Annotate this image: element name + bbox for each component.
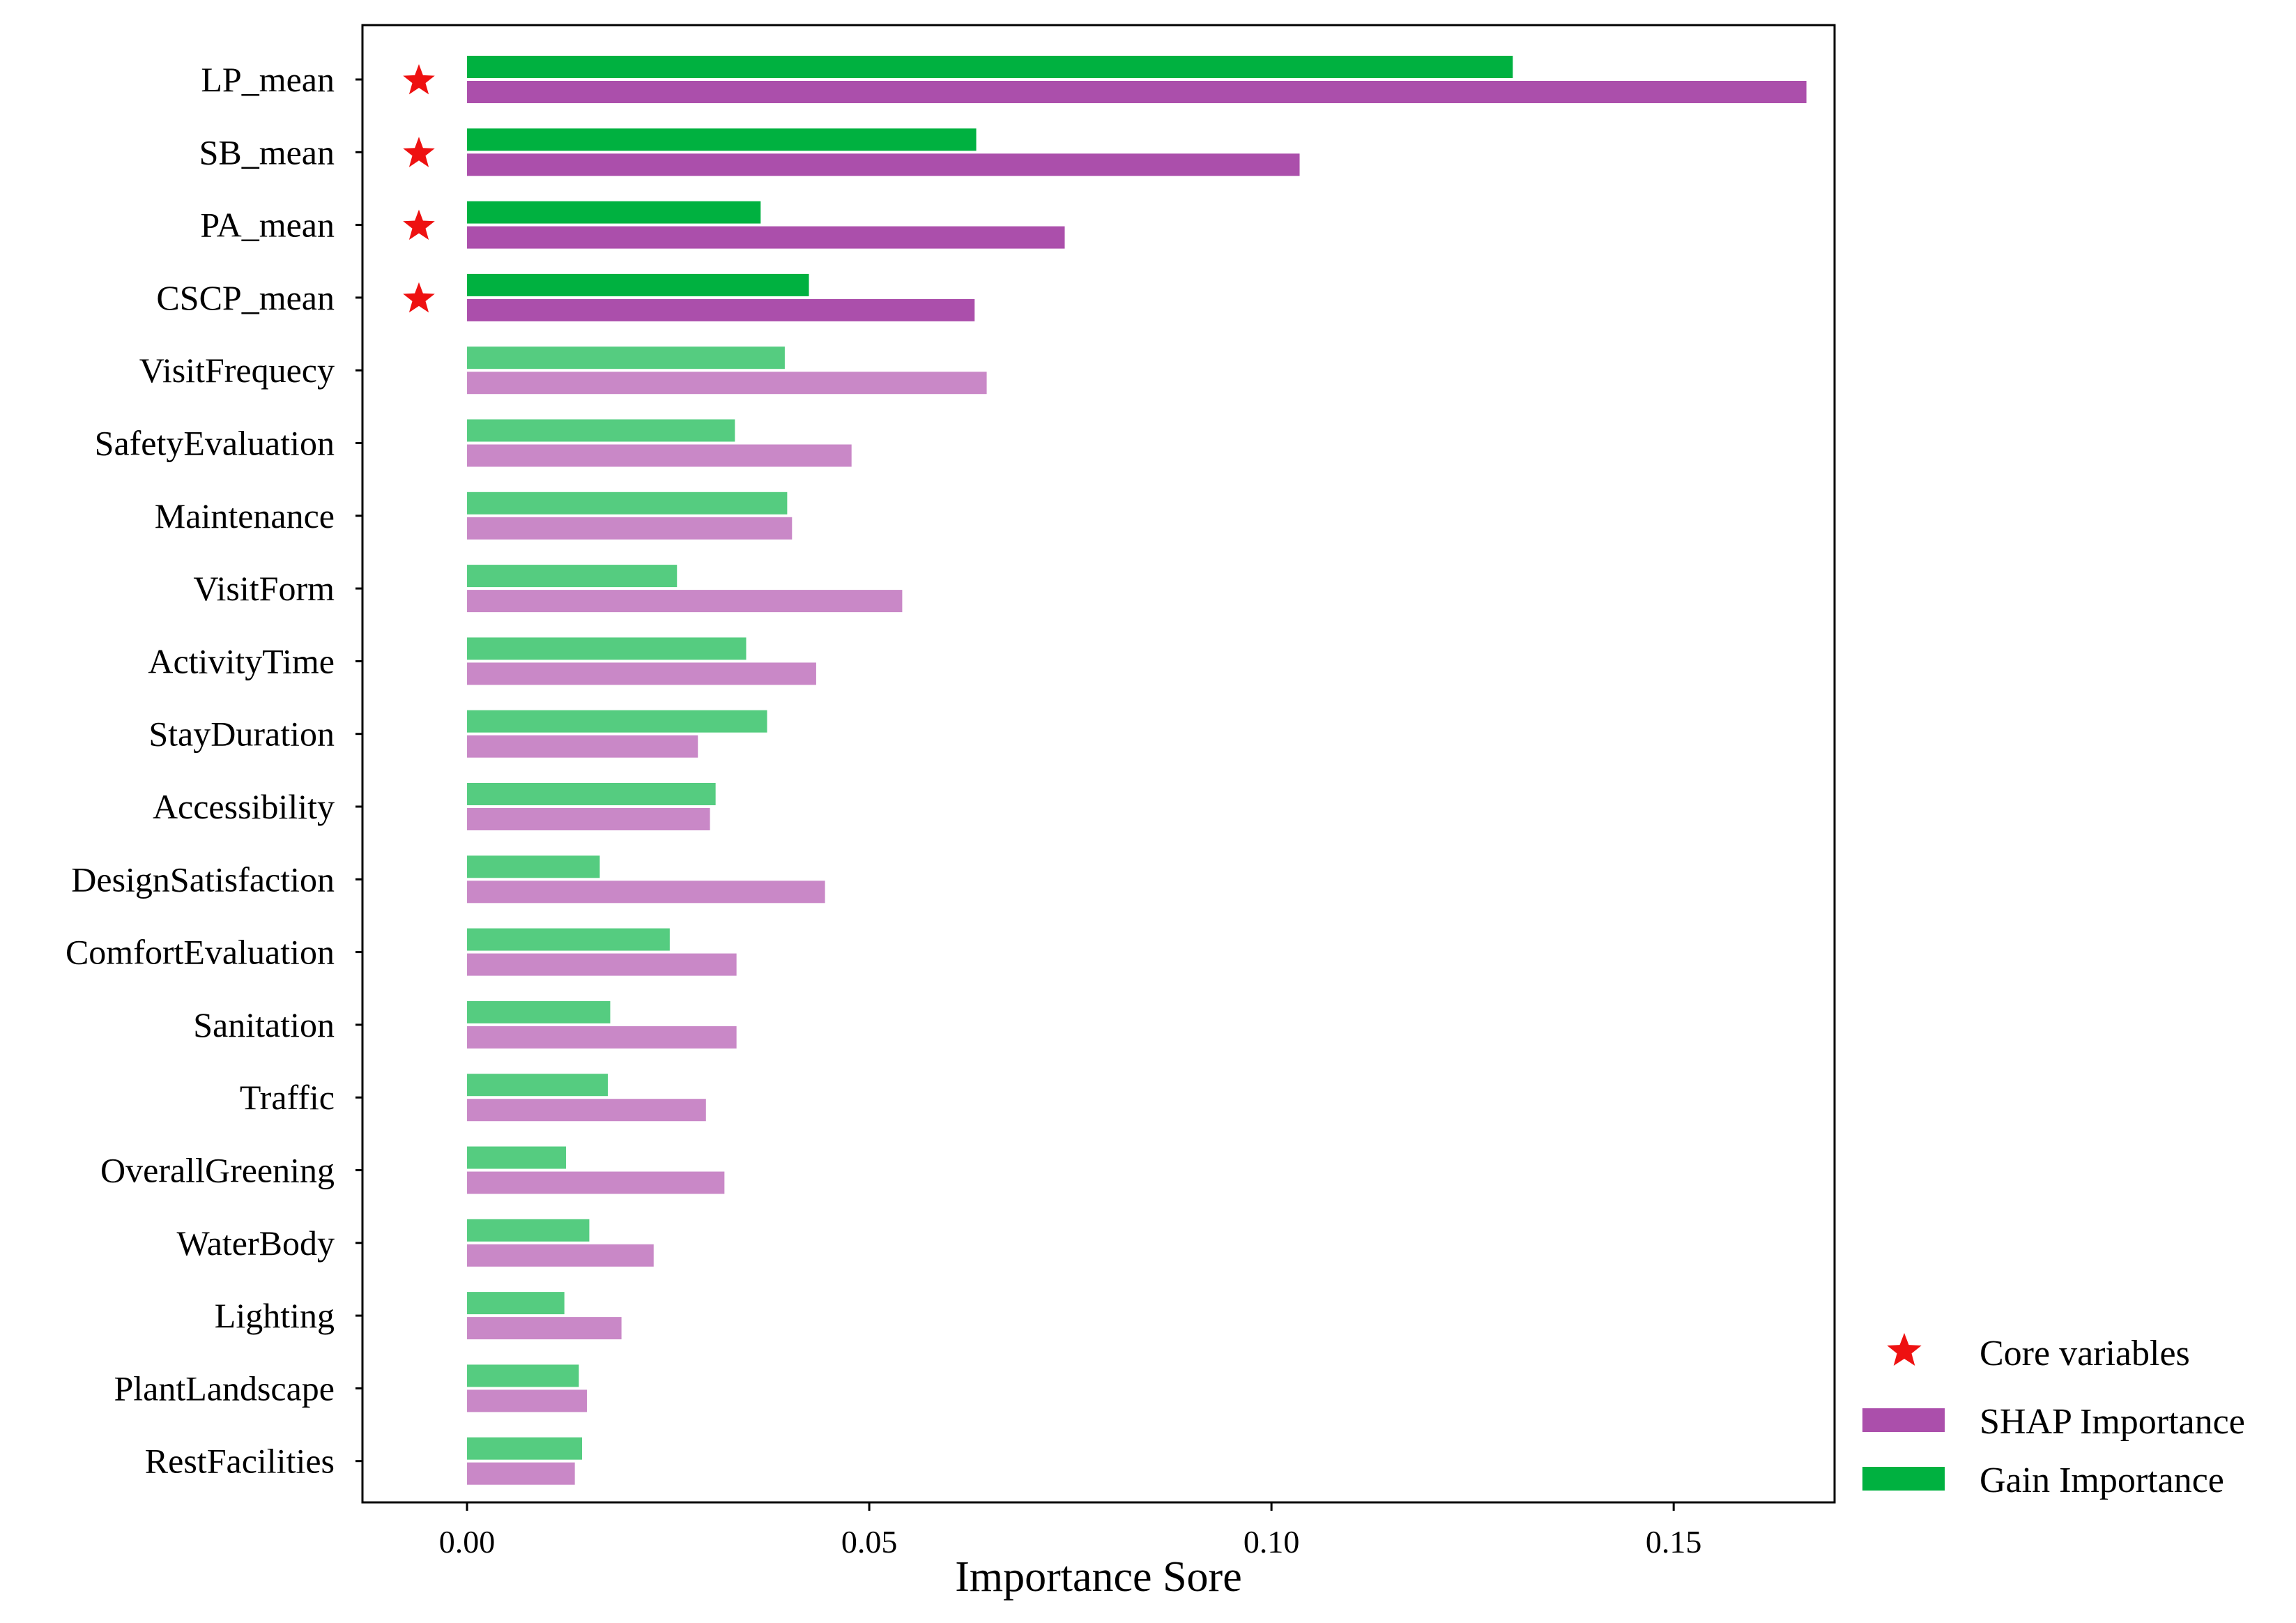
bars-group <box>467 56 1807 1485</box>
plot-frame <box>361 24 1836 1504</box>
x-tick-label: 0.05 <box>841 1524 898 1560</box>
shap-bar-ComfortEvaluation <box>467 953 737 976</box>
shap-bar-ActivityTime <box>467 662 816 685</box>
category-label: Accessibility <box>153 787 335 826</box>
category-label: Lighting <box>215 1296 335 1335</box>
shap-bar-Traffic <box>467 1099 706 1122</box>
gain-bar-LP_mean <box>467 56 1513 78</box>
category-label: PA_mean <box>200 206 335 245</box>
category-label: ComfortEvaluation <box>66 933 335 972</box>
category-label: Sanitation <box>193 1005 335 1044</box>
category-label: Traffic <box>240 1078 335 1117</box>
shap-bar-SB_mean <box>467 153 1300 176</box>
category-label: PlantLandscape <box>114 1369 335 1408</box>
legend-swatch <box>1862 1467 1945 1491</box>
gain-bar-VisitFrequecy <box>467 346 785 369</box>
category-label: LP_mean <box>201 60 335 99</box>
shap-bar-Lighting <box>467 1317 622 1340</box>
legend-swatch <box>1862 1408 1945 1432</box>
shap-bar-LP_mean <box>467 81 1807 103</box>
core-star-group <box>403 64 435 313</box>
core-star-CSCP_mean <box>403 282 435 313</box>
shap-bar-StayDuration <box>467 735 698 758</box>
shap-bar-DesignSatisfaction <box>467 881 825 904</box>
category-label: SB_mean <box>199 132 335 172</box>
category-label: Maintenance <box>155 496 335 535</box>
shap-bar-PlantLandscape <box>467 1389 587 1412</box>
shap-bar-RestFacilities <box>467 1462 575 1485</box>
legend: Core variables SHAP Importance Gain Import… <box>1862 1333 2245 1500</box>
gain-bar-Sanitation <box>467 1000 611 1023</box>
shap-bar-WaterBody <box>467 1244 654 1267</box>
shap-bar-Sanitation <box>467 1026 737 1049</box>
category-label: DesignSatisfaction <box>71 860 335 899</box>
shap-bar-CSCP_mean <box>467 298 975 321</box>
legend-label: Gain Importance <box>1980 1461 2224 1500</box>
shap-bar-Maintenance <box>467 517 793 540</box>
gain-bar-Lighting <box>467 1292 565 1315</box>
category-labels: LP_mean SB_mean PA_mean CSCP_mean VisitFrequ… <box>66 60 362 1481</box>
shap-bar-SafetyEvaluation <box>467 444 852 467</box>
category-label: CSCP_mean <box>156 278 335 317</box>
gain-bar-WaterBody <box>467 1219 590 1242</box>
gain-bar-PA_mean <box>467 201 761 224</box>
core-star-PA_mean <box>403 209 435 240</box>
legend-label: SHAP Importance <box>1980 1402 2245 1442</box>
core-star-SB_mean <box>403 137 435 167</box>
gain-bar-DesignSatisfaction <box>467 855 600 878</box>
gain-bar-Traffic <box>467 1074 608 1097</box>
legend-star-icon <box>1887 1333 1922 1366</box>
x-axis-label: Importance Sore <box>955 1553 1241 1601</box>
category-label: VisitForm <box>193 569 335 608</box>
x-ticks: 0.00 0.05 0.10 0.15 <box>439 1502 1702 1560</box>
legend-label: Core variables <box>1980 1334 2190 1373</box>
category-label: OverallGreening <box>100 1151 335 1190</box>
category-label: RestFacilities <box>145 1442 335 1481</box>
gain-bar-Maintenance <box>467 492 788 515</box>
gain-bar-PlantLandscape <box>467 1364 579 1387</box>
shap-bar-Accessibility <box>467 808 710 830</box>
shap-bar-VisitFrequecy <box>467 372 987 395</box>
gain-bar-SB_mean <box>467 128 977 151</box>
gain-bar-StayDuration <box>467 710 767 733</box>
gain-bar-ComfortEvaluation <box>467 928 670 951</box>
x-tick-label: 0.10 <box>1243 1524 1300 1560</box>
gain-bar-CSCP_mean <box>467 273 809 296</box>
gain-bar-VisitForm <box>467 565 678 588</box>
shap-bar-VisitForm <box>467 590 903 613</box>
x-tick-label: 0.15 <box>1646 1524 1702 1560</box>
category-label: ActivityTime <box>148 641 335 680</box>
core-star-LP_mean <box>403 64 435 95</box>
gain-bar-Accessibility <box>467 783 716 805</box>
category-label: WaterBody <box>177 1224 335 1263</box>
shap-bar-PA_mean <box>467 226 1065 249</box>
category-label: SafetyEvaluation <box>95 424 335 463</box>
x-tick-label: 0.00 <box>439 1524 496 1560</box>
gain-bar-SafetyEvaluation <box>467 419 735 442</box>
category-label: StayDuration <box>148 715 335 754</box>
category-label: VisitFrequecy <box>139 351 335 390</box>
gain-bar-ActivityTime <box>467 637 747 660</box>
gain-bar-OverallGreening <box>467 1146 566 1169</box>
gain-bar-RestFacilities <box>467 1437 583 1460</box>
shap-bar-OverallGreening <box>467 1171 725 1194</box>
